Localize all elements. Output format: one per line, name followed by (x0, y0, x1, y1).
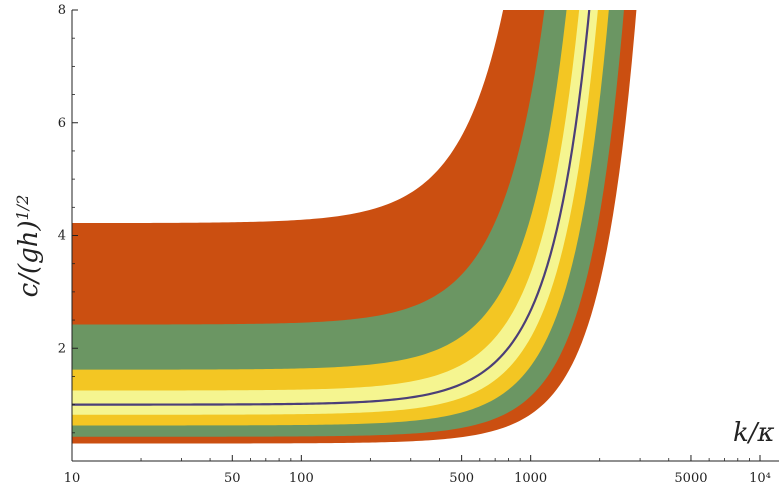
y-tick-label: 4 (58, 229, 66, 244)
series-layer (72, 10, 591, 406)
x-tick-label: 100 (289, 471, 314, 486)
x-tick-label: 50 (224, 471, 241, 486)
x-tick-label: 1000 (514, 471, 547, 486)
axes (71, 9, 779, 462)
x-tick-label: 10 (64, 471, 81, 486)
y-tick-label: 8 (58, 3, 66, 18)
y-axis-label: c/(gh)1/2 (13, 195, 45, 298)
tick-labels: 2 4 6 8 10 50 100 500 1000 5000 10⁴ (58, 3, 771, 486)
x-axis-label: k/κ (733, 418, 775, 448)
y-axis-label-exponent: 1/2 (13, 195, 32, 221)
band-inner (72, 10, 609, 426)
x-tick-label: 500 (449, 471, 474, 486)
y-tick-label: 6 (58, 116, 66, 131)
x-tick-label: 5000 (674, 471, 707, 486)
y-tick-label: 2 (58, 341, 66, 356)
series-line-0 (72, 10, 591, 406)
confidence-bands (72, 10, 637, 444)
y-axis-label-main: c/(gh) (14, 220, 44, 297)
x-tick-label: 10⁴ (749, 471, 771, 486)
